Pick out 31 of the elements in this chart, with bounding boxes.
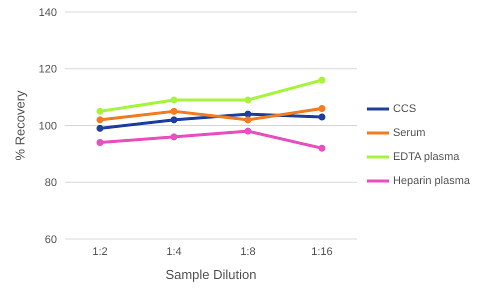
point	[244, 116, 252, 124]
legend-label: Heparin plasma	[392, 174, 470, 188]
y-tick-label: 100	[38, 120, 57, 132]
y-tick-label: 120	[38, 64, 57, 76]
point	[170, 116, 178, 124]
point	[318, 113, 326, 120]
point	[244, 128, 252, 135]
point	[96, 108, 104, 115]
point	[170, 108, 178, 115]
point	[170, 96, 178, 104]
point	[318, 144, 326, 152]
legend-label: EDTA plasma	[392, 150, 460, 164]
point	[96, 139, 104, 146]
point	[318, 76, 326, 84]
legend-label: Serum	[392, 126, 426, 140]
point	[244, 110, 252, 118]
x-axis-title: Sample Dilution	[165, 267, 256, 282]
x-tick-label: 1:8	[240, 246, 256, 258]
point	[96, 124, 104, 132]
x-tick-label: 1:2	[92, 246, 108, 258]
x-tick-label: 1:16	[311, 246, 333, 258]
y-tick-label: 80	[44, 177, 57, 190]
y-axis-title: % Recovery	[12, 90, 28, 161]
point	[170, 133, 178, 140]
point	[318, 104, 326, 112]
x-tick-label: 1:4	[166, 246, 182, 258]
point	[244, 96, 252, 104]
legend-label: CCS	[392, 102, 416, 116]
y-tick-label: 140	[38, 6, 57, 19]
point	[96, 116, 104, 124]
y-tick-label: 60	[44, 234, 57, 246]
